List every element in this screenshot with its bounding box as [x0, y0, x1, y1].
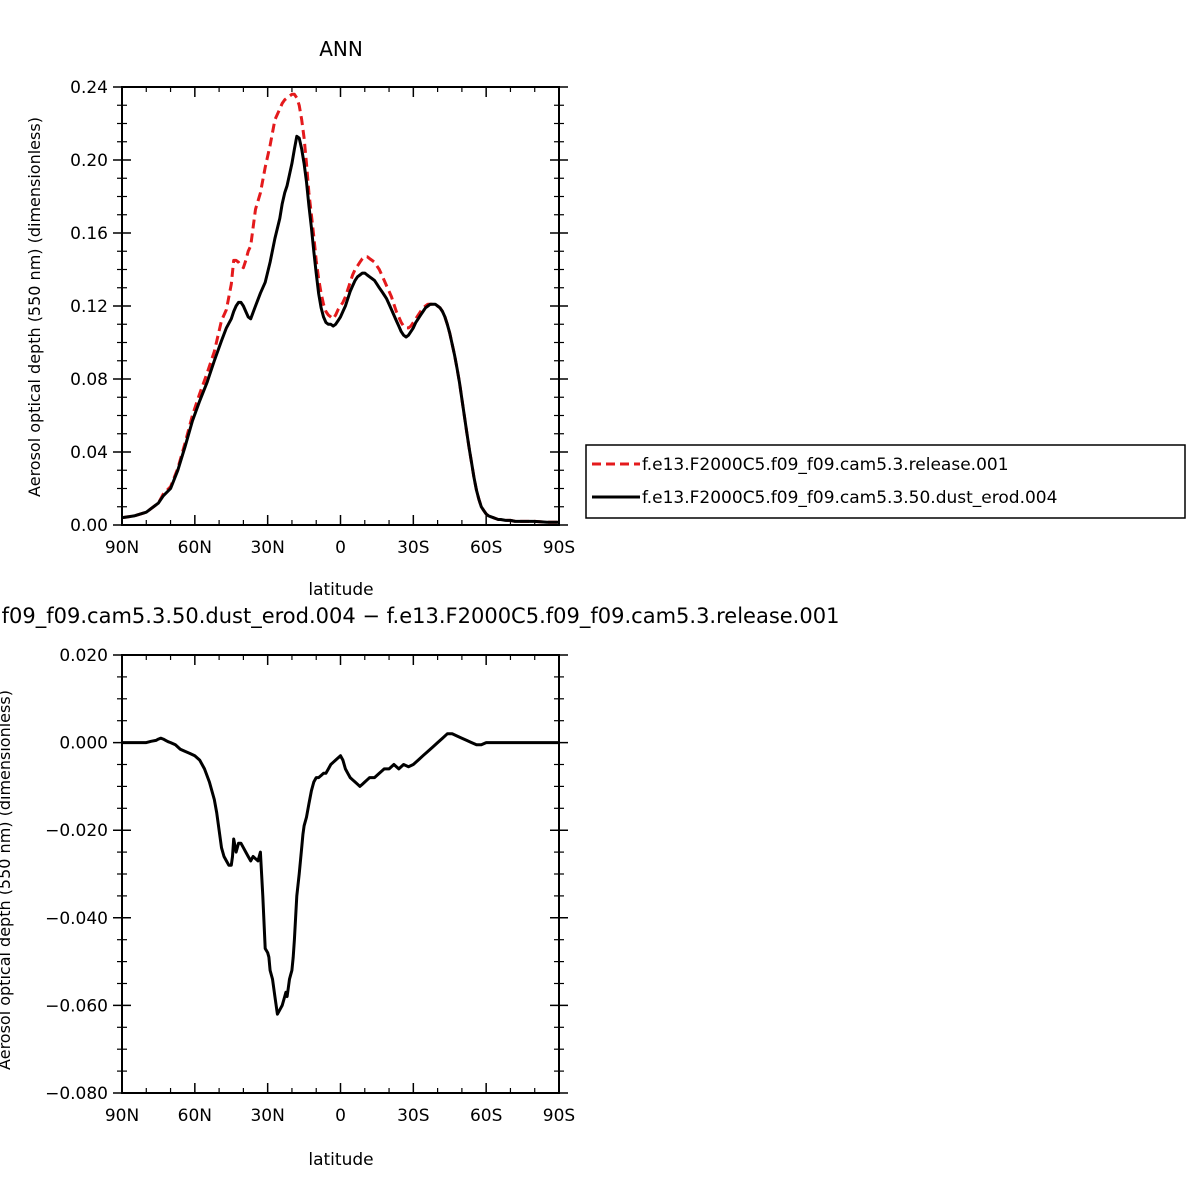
top-y-tick-label: 0.04 — [70, 443, 108, 463]
top-y-tick-label: 0.12 — [70, 297, 108, 317]
top-panel-ticks: 90N 60N 30N 0 30S 60S 90S 0.00 0.04 0.08 0.12 0.16 0… — [70, 78, 575, 558]
bottom-panel: f.e13.F2000C5.f09_f09.cam5.3.50.dust_ero… — [0, 604, 839, 1170]
bottom-y-tick-label: 0.000 — [59, 734, 108, 754]
bottom-panel-ticks: 90N 60N 30N 0 30S 60S 90S −0.080 −0.060 −0.040 −0.… — [45, 646, 575, 1126]
legend-label-release: f.e13.F2000C5.f09_f09.cam5.3.release.001 — [642, 455, 1009, 475]
bottom-y-tick-label: −0.080 — [45, 1084, 108, 1104]
top-x-tick-label: 30N — [250, 538, 284, 558]
legend: f.e13.F2000C5.f09_f09.cam5.3.release.001… — [585, 444, 1186, 519]
top-x-tick-label: 60S — [470, 538, 502, 558]
top-x-tick-label: 30S — [397, 538, 429, 558]
bottom-y-tick-label: −0.020 — [45, 821, 108, 841]
bottom-x-tick-label: 60N — [178, 1106, 212, 1126]
top-panel-plot-frame — [121, 86, 560, 526]
top-y-tick-label: 0.16 — [70, 224, 108, 244]
bottom-x-tick-label: 30S — [397, 1106, 429, 1126]
top-y-tick-label: 0.20 — [70, 151, 108, 171]
legend-label-dust: f.e13.F2000C5.f09_f09.cam5.3.50.dust_ero… — [642, 488, 1057, 508]
top-series-line-1 — [121, 134, 559, 524]
legend-box — [585, 444, 1186, 519]
top-panel-lines — [121, 92, 559, 524]
top-panel-y-axis-label: Aerosol optical depth (550 nm) (dimensio… — [25, 117, 44, 497]
top-x-tick-label: 60N — [178, 538, 212, 558]
top-y-tick-label: 0.24 — [70, 78, 108, 98]
bottom-x-tick-label: 30N — [250, 1106, 284, 1126]
top-panel-x-axis-label: latitude — [308, 580, 373, 600]
top-x-tick-label: 0 — [335, 538, 346, 558]
top-panel: ANN Aerosol optical depth (550 nm) (dime… — [25, 37, 575, 600]
top-x-tick-label: 90N — [105, 538, 139, 558]
bottom-panel-lines — [122, 732, 559, 1016]
bottom-y-tick-label: 0.020 — [59, 646, 108, 666]
top-panel-title: ANN — [319, 37, 363, 61]
bottom-y-tick-label: −0.060 — [45, 996, 108, 1016]
top-y-tick-label: 0.08 — [70, 370, 108, 390]
bottom-x-tick-label: 90S — [543, 1106, 575, 1126]
bottom-y-tick-label: −0.040 — [45, 909, 108, 929]
bottom-panel-x-axis-label: latitude — [308, 1150, 373, 1170]
bottom-panel-y-axis-label: Aerosol optical depth (550 nm) (dimensio… — [0, 690, 14, 1070]
bottom-x-tick-label: 60S — [470, 1106, 502, 1126]
top-x-tick-label: 90S — [543, 538, 575, 558]
bottom-x-tick-label: 0 — [335, 1106, 346, 1126]
bottom-panel-title: f.e13.F2000C5.f09_f09.cam5.3.50.dust_ero… — [0, 604, 839, 629]
top-series-line-0 — [121, 92, 559, 524]
bottom-x-tick-label: 90N — [105, 1106, 139, 1126]
bottom-panel-plot-frame — [121, 654, 560, 1094]
top-y-tick-label: 0.00 — [70, 516, 108, 536]
bottom-series-line-0 — [122, 732, 559, 1016]
